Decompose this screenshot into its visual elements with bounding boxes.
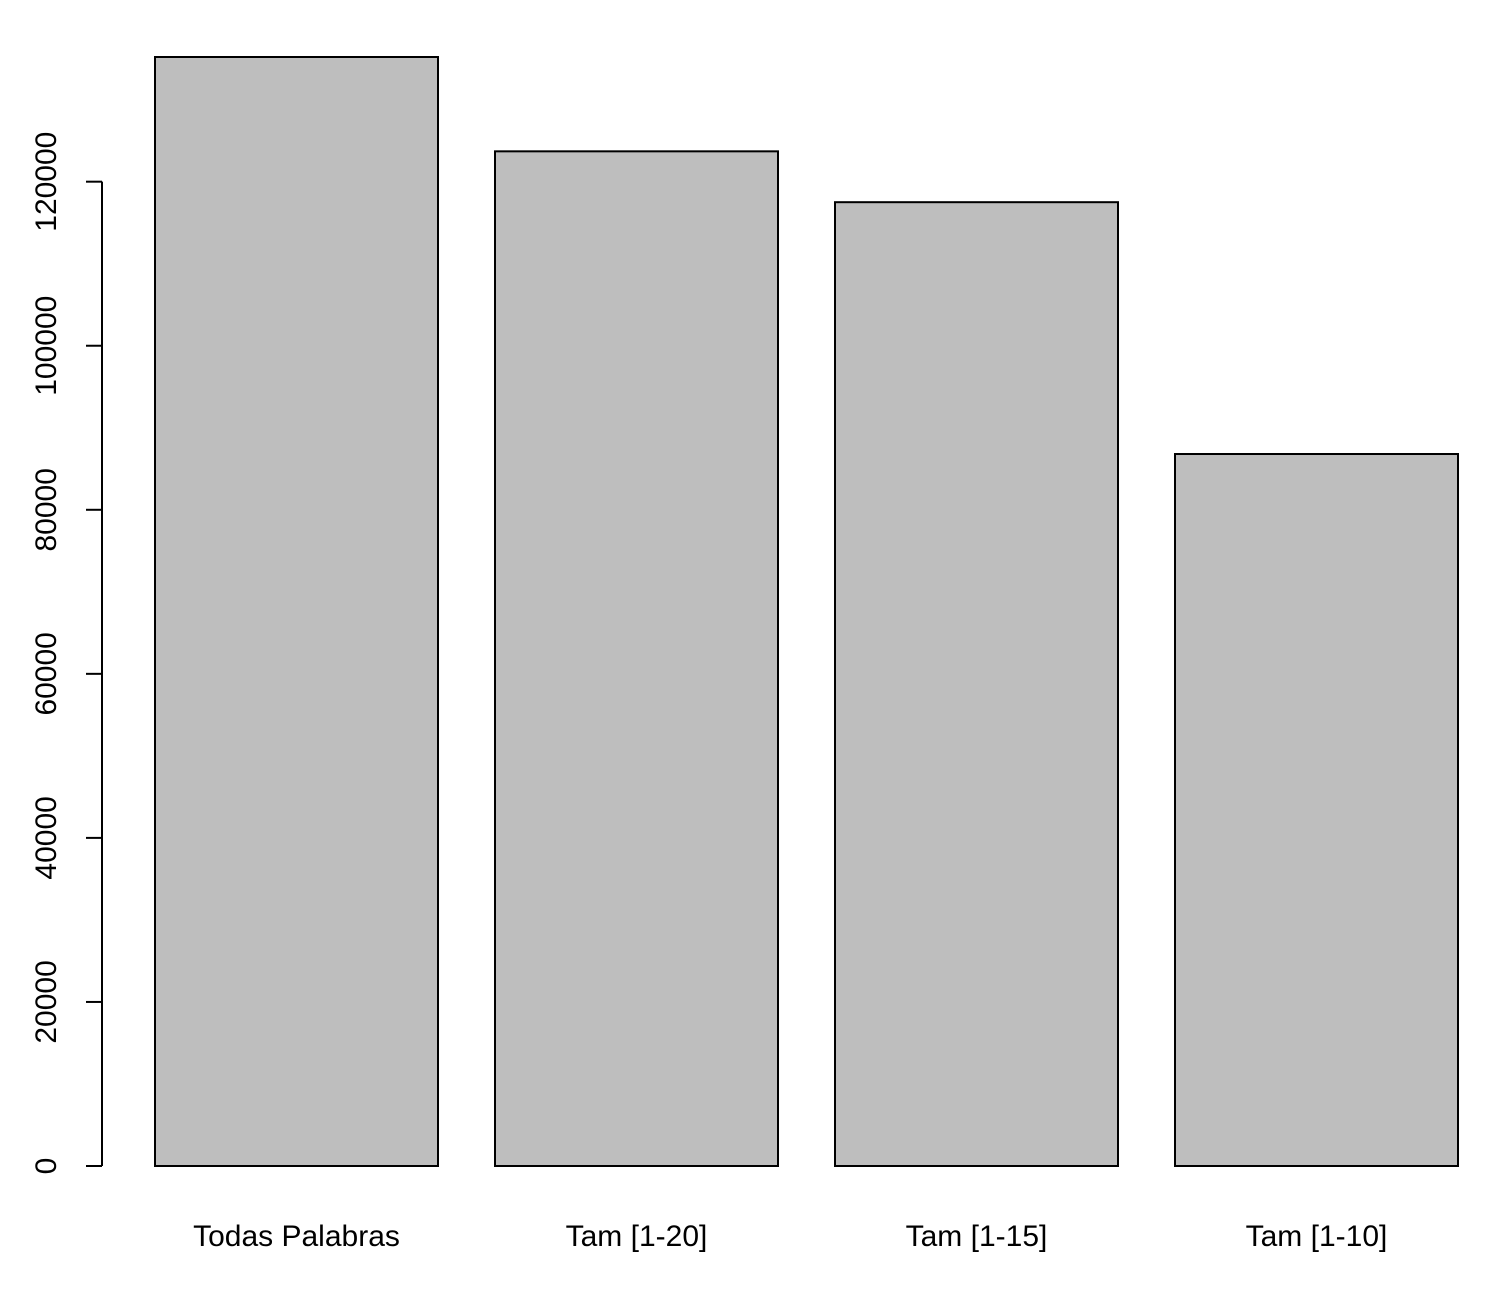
y-tick-label: 100000	[30, 296, 63, 396]
bar-1	[154, 56, 439, 1167]
y-tick-label: 0	[30, 1158, 63, 1175]
y-tick-label: 40000	[30, 796, 63, 879]
y-tick-label: 60000	[30, 632, 63, 715]
bar-4	[1174, 453, 1459, 1168]
bar-3	[834, 201, 1119, 1167]
y-tick-label: 80000	[30, 468, 63, 551]
bar-2	[494, 150, 779, 1167]
y-tick-label: 20000	[30, 960, 63, 1043]
x-tick-label: Tam [1-10]	[1246, 1220, 1388, 1253]
x-tick-label: Tam [1-20]	[566, 1220, 708, 1253]
x-tick-label: Todas Palabras	[193, 1220, 400, 1253]
x-axis-labels: Todas Palabras Tam [1-20] Tam [1-15] Tam [1…	[193, 1220, 1387, 1253]
bars	[154, 56, 1459, 1168]
x-tick-label: Tam [1-15]	[906, 1220, 1048, 1253]
y-tick-label: 120000	[30, 132, 63, 232]
y-axis: 0 20000 40000 60000 80000 100000 120000	[30, 132, 103, 1175]
